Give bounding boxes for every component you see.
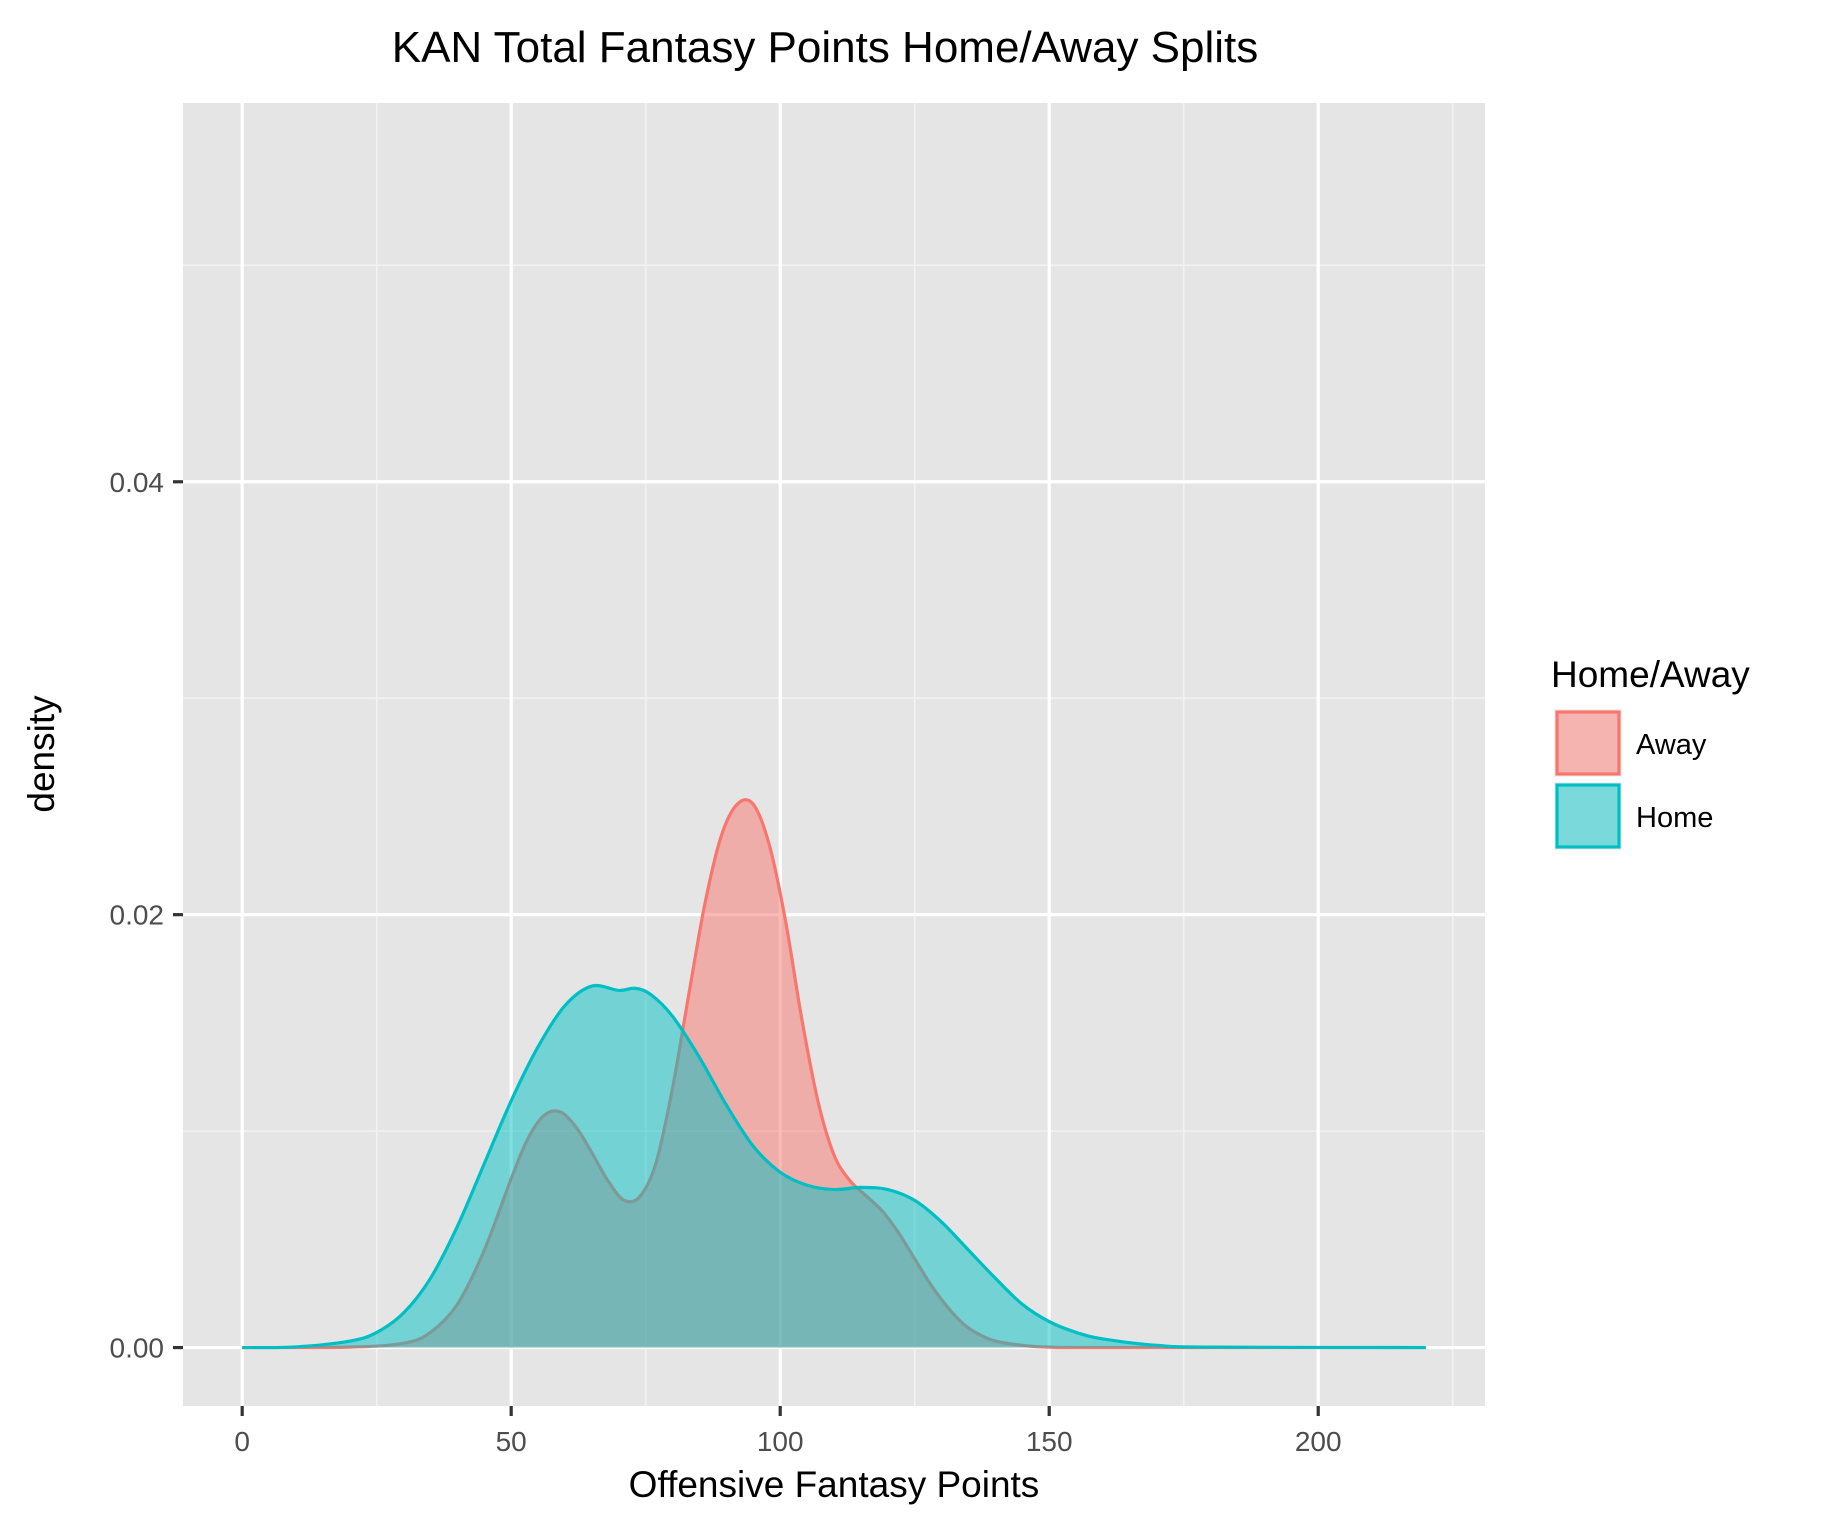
legend-label-away: Away xyxy=(1636,729,1707,761)
legend-swatch-away xyxy=(1555,710,1621,776)
area-home xyxy=(242,985,1426,1348)
legend-title: Home/Away xyxy=(1551,654,1750,695)
y-tick-label: 0.00 xyxy=(110,1333,165,1364)
axes: 0 50 100 150 200 0.00 0.02 0.04 xyxy=(110,467,1342,1457)
y-tick-label: 0.02 xyxy=(110,900,165,931)
legend-swatch-home xyxy=(1555,783,1621,849)
y-tick-label: 0.04 xyxy=(110,467,165,498)
chart-title: KAN Total Fantasy Points Home/Away Split… xyxy=(392,23,1259,72)
legend: Home/Away Away Home xyxy=(1551,654,1750,850)
x-tick-label: 200 xyxy=(1295,1426,1342,1457)
density-series xyxy=(242,798,1426,1350)
x-tick-label: 100 xyxy=(757,1426,804,1457)
legend-items: Away Home xyxy=(1554,709,1713,850)
x-axis-title: Offensive Fantasy Points xyxy=(629,1464,1040,1505)
x-tick-label: 0 xyxy=(234,1426,250,1457)
legend-label-home: Home xyxy=(1636,802,1713,834)
line-home xyxy=(242,983,1426,1350)
x-tick-label: 50 xyxy=(496,1426,527,1457)
x-tick-label: 150 xyxy=(1026,1426,1073,1457)
y-axis-title: density xyxy=(21,695,62,813)
